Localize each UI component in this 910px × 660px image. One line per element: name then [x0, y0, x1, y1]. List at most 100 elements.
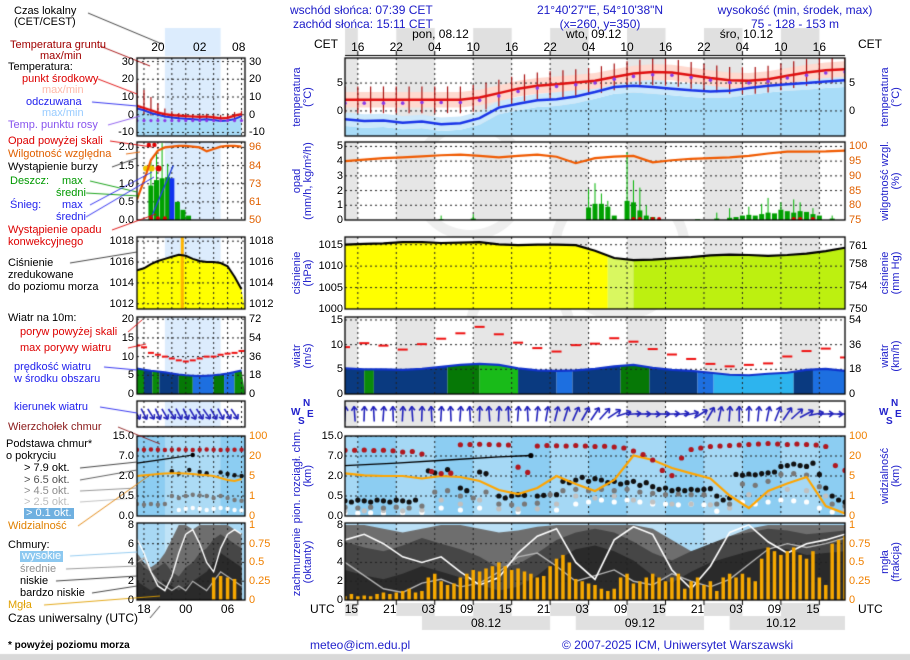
axis-tick-left: 1005 — [318, 281, 343, 294]
axis-tick-right: 0.25 — [849, 575, 871, 588]
panel-title-left-temp: temperatura (°C) — [291, 67, 314, 127]
mini-axis-tick-left: 0.5 — [118, 490, 134, 502]
mini-axis-tick-left: 15 — [121, 331, 134, 344]
mini-time-tick-cet: 02 — [193, 40, 207, 54]
sidebar-label: bardzo niskie — [20, 587, 85, 599]
mini-time-tick-cet: 20 — [151, 40, 165, 54]
compass-s: S — [886, 416, 893, 427]
time-tick-utc: 03 — [421, 602, 435, 616]
compass-e: E — [895, 409, 902, 420]
utc-label-left: UTC — [310, 602, 335, 616]
mini-time-tick-utc: 00 — [179, 602, 193, 616]
copyright-text: © 2007-2025 ICM, Uniwersytet Warszawski — [562, 638, 794, 652]
axis-tick-right: 80 — [849, 199, 862, 212]
mini-axis-tick-right: 100 — [249, 430, 268, 442]
axis-tick-right: 85 — [849, 184, 862, 197]
cet-label-right: CET — [858, 37, 882, 51]
axis-tick-right: 100 — [849, 430, 868, 442]
mini-time-tick-utc: 06 — [220, 602, 235, 616]
axis-tick-left: 15.0 — [321, 430, 343, 442]
time-tick-utc: 03 — [575, 602, 589, 616]
mini-axis-tick-right: 0.25 — [249, 575, 271, 588]
axis-tick-right: 0 — [849, 594, 856, 606]
sidebar-label: > 6.5 okt. — [24, 474, 70, 486]
axis-tick-left: 10 — [330, 338, 343, 351]
axis-tick-left: 1 — [336, 199, 343, 212]
sidebar-label: poryw powyżej skali — [20, 326, 118, 338]
sidebar-label: zredukowane — [8, 269, 74, 281]
mini-axis-tick-right: 72 — [249, 313, 262, 326]
sidebar-label: niskie — [20, 575, 49, 587]
sidebar-label: Mgła — [8, 599, 32, 611]
mini-axis-tick-left: 1018 — [109, 235, 134, 248]
sidebar-label: średni — [56, 211, 86, 223]
sidebar-label: Czas lokalny — [14, 5, 77, 17]
time-tick-utc: 21 — [690, 602, 705, 616]
sidebar-label: Chmury: — [8, 539, 50, 551]
mini-axis-tick-left: 1014 — [109, 276, 134, 289]
mini-axis-tick-left: 1.0 — [118, 177, 134, 190]
time-tick-utc: 03 — [729, 602, 743, 616]
mini-axis-tick-left: 0 — [127, 388, 134, 400]
axis-tick-right: 761 — [849, 240, 868, 253]
mini-axis-tick-right: 0 — [249, 388, 256, 400]
panel-title-right-pres: ciśnienie (mm Hg) — [879, 251, 902, 295]
contact-email-link[interactable]: meteo@icm.edu.pl — [310, 638, 411, 652]
axis-tick-left: 0 — [336, 388, 343, 400]
sidebar-label: * powyżej poziomu morza — [8, 640, 130, 651]
time-tick-utc: 09 — [460, 602, 474, 616]
axis-tick-left: 1000 — [318, 303, 343, 315]
mini-axis-tick-left: 5 — [127, 369, 134, 382]
axis-tick-right: 0 — [849, 510, 856, 522]
sidebar-label: max — [62, 175, 83, 187]
axis-tick-right: 0 — [849, 104, 856, 117]
axis-tick-left: 5 — [336, 363, 343, 376]
compass-w: W — [879, 407, 889, 418]
sidebar-label: Podstawa chmur* — [6, 438, 93, 450]
panel-title-left-opad: opad (mm/h, kg/m²/h) — [291, 142, 314, 220]
axis-tick-left: 1015 — [318, 238, 343, 251]
axis-tick-left: 4 — [336, 155, 343, 168]
sidebar-label: Wiatr na 10m: — [8, 312, 77, 324]
sidebar-label: Widzialność — [8, 520, 67, 532]
time-tick-utc: 15 — [652, 602, 666, 616]
time-tick-cet: 04 — [581, 40, 596, 54]
axis-tick-left: 7.0 — [327, 450, 343, 462]
sidebar-label: > 7.9 okt. — [24, 462, 70, 474]
time-tick-utc: 21 — [537, 602, 551, 616]
sidebar-label: Temperatura gruntu — [10, 39, 106, 51]
sidebar-label: > 2.5 okt. — [24, 496, 70, 508]
grid-xy-text: (x=260, y=350) — [559, 17, 641, 31]
mini-axis-tick-left: 1.5 — [118, 159, 134, 172]
sidebar-label: wysokie — [20, 550, 64, 562]
sidebar-label: > 4.5 okt. — [24, 485, 70, 497]
panel-title-right-cover: mgła (frakcja) — [879, 541, 902, 582]
coords-text: 21°40'27"E, 54°10'38"N — [536, 3, 664, 17]
altitude-label: wysokość (min, środek, max) — [717, 3, 873, 17]
axis-tick-right: 0 — [849, 388, 856, 400]
mini-axis-tick-left: 30 — [121, 55, 134, 68]
sidebar-label: Temp. punktu rosy — [8, 119, 98, 131]
axis-tick-left: 5 — [336, 140, 343, 153]
mini-axis-tick-left: 4 — [127, 556, 134, 569]
panel-title-right-temp: temperatura (°C) — [879, 67, 902, 127]
axis-tick-left: 5 — [336, 77, 343, 90]
panel-title-right-wind: wiatr (km/h) — [879, 339, 902, 372]
axis-tick-right: 95 — [849, 155, 862, 168]
axis-tick-right: 5 — [849, 470, 856, 482]
mini-axis-tick-right: 20 — [249, 73, 262, 86]
axis-tick-right: 1 — [849, 490, 856, 502]
time-tick-utc: 09 — [613, 602, 628, 616]
compass-rose-left: N W E S — [291, 399, 317, 427]
sidebar-label: Wilgotność względna — [8, 148, 112, 160]
date-label: 08.12 — [471, 616, 502, 630]
sidebar-label: prędkość wiatru — [14, 361, 92, 373]
mini-axis-tick-left: 0.5 — [118, 195, 134, 208]
time-tick-utc: 15 — [498, 602, 512, 616]
altitude-values: 75 - 128 - 153 m — [750, 17, 840, 31]
sidebar-label: średnie — [20, 563, 57, 575]
sidebar-label: Ciśnienie — [8, 257, 54, 269]
axis-tick-left: 0.5 — [327, 490, 343, 502]
axis-tick-left: 4 — [336, 556, 343, 569]
sidebar-label: max — [62, 199, 83, 211]
